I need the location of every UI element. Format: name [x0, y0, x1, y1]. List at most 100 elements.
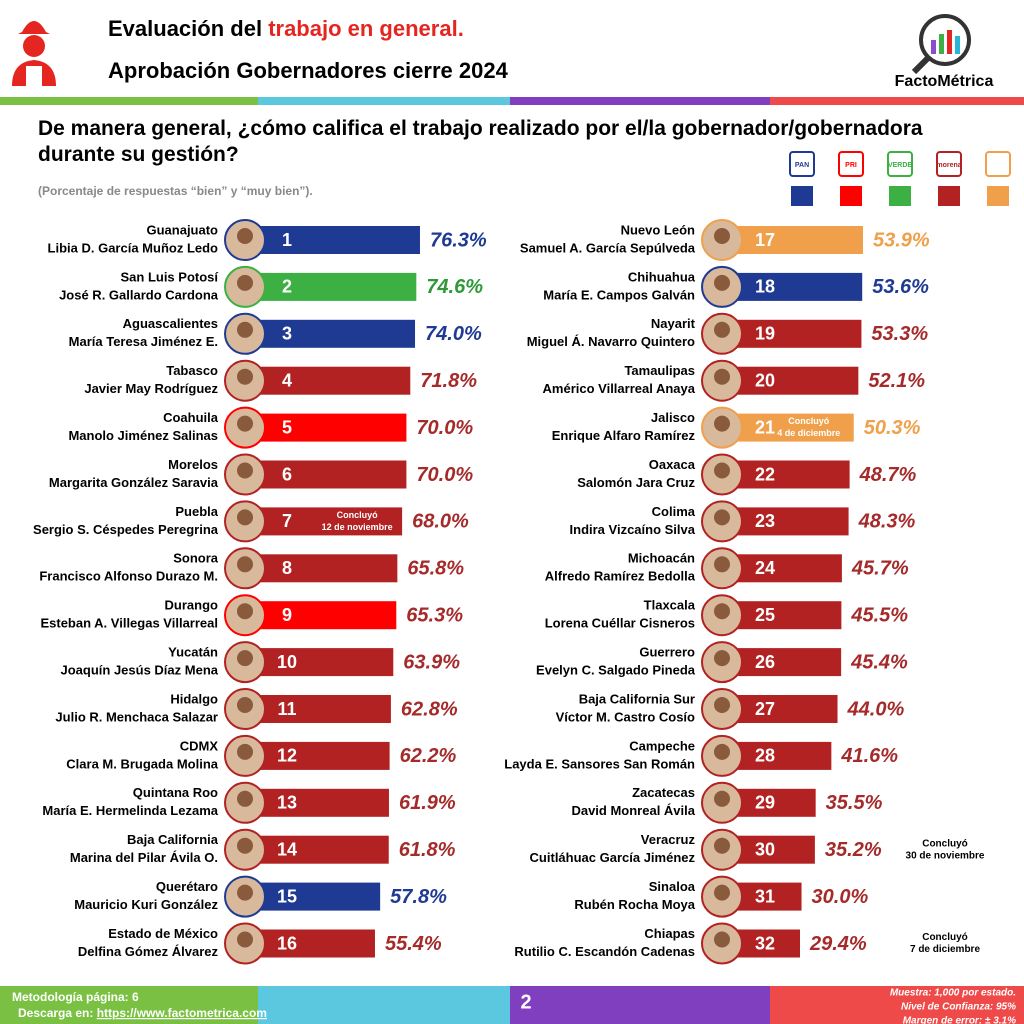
- state-label: Morelos: [168, 457, 218, 472]
- value-label: 68.0%: [412, 511, 469, 533]
- photo-head: [237, 931, 253, 948]
- stripe: [258, 97, 510, 105]
- photo-head: [237, 228, 253, 244]
- bar: [722, 413, 854, 442]
- photo-head: [714, 837, 730, 854]
- value-label: 30.0%: [812, 886, 869, 908]
- state-label: Veracruz: [641, 832, 696, 847]
- state-label: Nuevo León: [621, 222, 695, 237]
- value-label: 61.9%: [399, 792, 456, 814]
- rank: 24: [755, 558, 775, 578]
- governor-label: David Monreal Ávila: [571, 803, 695, 818]
- governor-label: Rutilio C. Escandón Cadenas: [514, 944, 695, 959]
- governor-label: Manolo Jiménez Salinas: [68, 428, 218, 443]
- value-label: 29.4%: [809, 933, 867, 955]
- governor-label: Libia D. García Muñoz Ledo: [48, 240, 219, 255]
- header-subtitle: Aprobación Gobernadores cierre 2024: [108, 58, 509, 83]
- legend-swatch: [840, 186, 862, 206]
- value-label: 71.8%: [420, 370, 477, 392]
- value-label: 44.0%: [847, 698, 905, 720]
- value-label: 52.1%: [868, 370, 925, 392]
- bar: [245, 929, 375, 958]
- value-label: 48.7%: [859, 464, 917, 486]
- bar: [245, 648, 394, 677]
- photo-head: [237, 697, 253, 713]
- note: Concluyó: [922, 838, 968, 849]
- rank: 26: [755, 652, 775, 672]
- footer-band: [0, 986, 258, 1024]
- photo-head: [714, 697, 730, 713]
- bar: [245, 460, 407, 489]
- state-label: Tlaxcala: [644, 598, 696, 613]
- rank: 16: [277, 933, 297, 953]
- governor-label: Joaquín Jesús Díaz Mena: [61, 663, 219, 678]
- state-label: Coahuila: [163, 410, 219, 425]
- rank: 10: [277, 652, 297, 672]
- note: Concluyó: [788, 416, 830, 426]
- governor-label: Miguel Á. Navarro Quintero: [527, 334, 695, 349]
- governor-label: Layda E. Sansores San Román: [504, 756, 695, 771]
- photo-head: [714, 228, 730, 244]
- rank: 2: [282, 277, 292, 297]
- photo-head: [714, 650, 730, 667]
- note: Concluyó: [922, 932, 968, 943]
- governor-label: Francisco Alfonso Durazo M.: [39, 569, 218, 584]
- state-label: Jalisco: [651, 410, 695, 425]
- photo-head: [714, 931, 730, 948]
- bar: [245, 413, 407, 442]
- error: Margen de error: ± 3.1%: [903, 1016, 1016, 1024]
- rank: 5: [282, 417, 292, 437]
- rank: 27: [755, 699, 775, 719]
- rank: 3: [282, 324, 292, 344]
- photo-head: [714, 556, 730, 573]
- state-label: Chihuahua: [628, 269, 696, 284]
- value-label: 61.8%: [399, 839, 456, 861]
- governor-label: Samuel A. García Sepúlveda: [520, 240, 696, 255]
- state-label: Guerrero: [639, 645, 695, 660]
- brand-logo: [911, 14, 971, 75]
- rank: 1: [282, 230, 292, 250]
- legend-logo: [789, 151, 815, 177]
- value-label: 45.7%: [851, 558, 909, 580]
- state-label: Aguascalientes: [123, 316, 218, 331]
- footer-band: [770, 986, 1024, 1024]
- rank: 22: [755, 464, 775, 484]
- bar: [245, 788, 389, 817]
- legend-logo: [887, 151, 913, 177]
- governor-label: Víctor M. Castro Cosío: [556, 709, 695, 724]
- legend-swatch: [938, 186, 960, 206]
- governor-label: Esteban A. Villegas Villarreal: [40, 616, 218, 631]
- bar: [722, 460, 850, 489]
- rank: 11: [277, 699, 296, 719]
- url[interactable]: https://www.factometrica.com: [97, 1006, 267, 1020]
- bar: [245, 554, 398, 583]
- rank: 12: [277, 746, 297, 766]
- note: 7 de diciembre: [910, 944, 980, 955]
- governor-label: María E. Hermelinda Lezama: [42, 803, 218, 818]
- bar: [722, 319, 862, 348]
- state-label: Oaxaca: [649, 457, 696, 472]
- governor-label: Alfredo Ramírez Bedolla: [545, 569, 696, 584]
- rank: 4: [282, 370, 292, 390]
- state-label: Chiapas: [644, 926, 695, 941]
- photo-head: [714, 790, 730, 807]
- state-label: Zacatecas: [632, 785, 695, 800]
- governor-label: Cuitláhuac García Jiménez: [530, 850, 696, 865]
- legend-label: VERDE: [888, 162, 912, 169]
- rank: 25: [755, 605, 775, 625]
- question: De manera general, ¿cómo califica el tra…: [38, 117, 923, 166]
- photo-head: [237, 321, 253, 338]
- bar: [245, 272, 417, 301]
- legend-label: PAN: [795, 162, 809, 169]
- photo-head: [237, 790, 253, 807]
- state-label: Durango: [165, 598, 219, 613]
- photo-head: [237, 837, 253, 854]
- rank: 23: [755, 511, 775, 531]
- confidence: Nivel de Confianza: 95%: [901, 1002, 1016, 1013]
- governor-label: Clara M. Brugada Molina: [66, 756, 218, 771]
- photo-head: [714, 884, 730, 901]
- worker-icon: [12, 21, 56, 86]
- value-label: 74.0%: [425, 323, 482, 345]
- state-label: Yucatán: [168, 645, 218, 660]
